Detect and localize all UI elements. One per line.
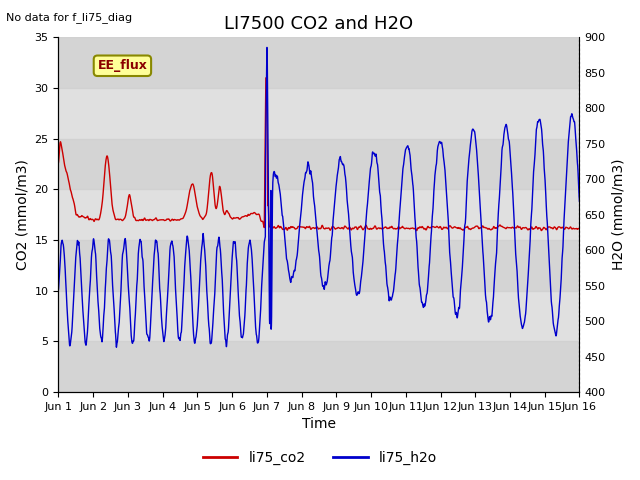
Bar bbox=[58, 139, 579, 190]
Title: LI7500 CO2 and H2O: LI7500 CO2 and H2O bbox=[225, 15, 413, 33]
Bar bbox=[58, 341, 579, 392]
Bar bbox=[58, 37, 579, 88]
Legend: li75_co2, li75_h2o: li75_co2, li75_h2o bbox=[197, 445, 443, 471]
X-axis label: Time: Time bbox=[302, 418, 336, 432]
Text: EE_flux: EE_flux bbox=[97, 59, 147, 72]
Y-axis label: CO2 (mmol/m3): CO2 (mmol/m3) bbox=[15, 159, 29, 270]
Y-axis label: H2O (mmol/m3): H2O (mmol/m3) bbox=[611, 159, 625, 270]
Bar bbox=[58, 240, 579, 291]
Text: No data for f_li75_diag: No data for f_li75_diag bbox=[6, 12, 132, 23]
